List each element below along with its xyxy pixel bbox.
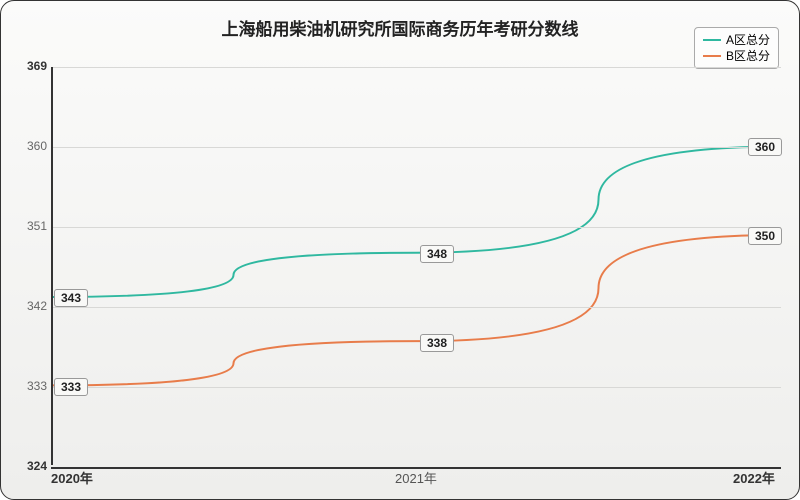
- legend: A区总分 B区总分: [694, 27, 779, 69]
- value-label: 350: [748, 227, 782, 245]
- value-label: 343: [54, 289, 88, 307]
- grid-line: [51, 67, 781, 68]
- grid-line: [51, 147, 781, 148]
- series-line: [51, 235, 781, 385]
- y-axis: [51, 67, 53, 465]
- y-tick-label: 324: [7, 459, 47, 473]
- y-tick-label: 360: [7, 139, 47, 153]
- chart-container: 上海船用柴油机研究所国际商务历年考研分数线 A区总分 B区总分 343 348 36…: [0, 0, 800, 500]
- x-tick-label: 2021年: [395, 468, 437, 487]
- x-tick-label: 2020年: [51, 468, 93, 487]
- line-layer: [51, 67, 781, 465]
- legend-item-b: B区总分: [703, 48, 770, 64]
- y-tick-label: 342: [7, 299, 47, 313]
- grid-line: [51, 307, 781, 308]
- legend-item-a: A区总分: [703, 32, 770, 48]
- legend-label-a: A区总分: [726, 32, 770, 48]
- y-tick-label: 333: [7, 379, 47, 393]
- y-tick-label: 369: [7, 59, 47, 73]
- legend-swatch-a: [703, 39, 721, 41]
- y-tick-label: 351: [7, 219, 47, 233]
- value-label: 348: [420, 245, 454, 263]
- value-label: 333: [54, 378, 88, 396]
- plot-area: 343 348 360 333 338 350: [51, 67, 781, 465]
- x-tick-label: 2022年: [733, 468, 775, 487]
- legend-label-b: B区总分: [726, 48, 770, 64]
- chart-title: 上海船用柴油机研究所国际商务历年考研分数线: [1, 15, 799, 40]
- grid-line: [51, 387, 781, 388]
- legend-swatch-b: [703, 55, 721, 57]
- value-label: 360: [748, 138, 782, 156]
- value-label: 338: [420, 334, 454, 352]
- series-line: [51, 147, 781, 297]
- grid-line: [51, 227, 781, 228]
